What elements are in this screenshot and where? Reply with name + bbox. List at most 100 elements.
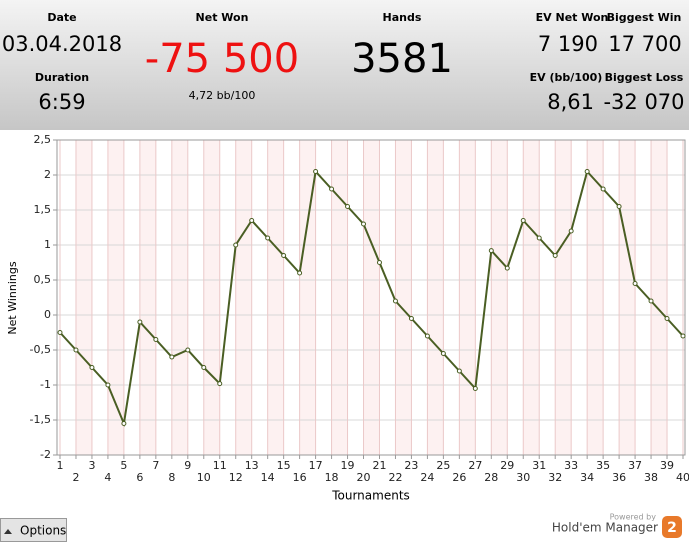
x-tick-label: 24 (420, 471, 434, 484)
point (249, 218, 255, 223)
x-tick-label: 9 (184, 459, 191, 472)
band (587, 140, 604, 455)
point (616, 204, 622, 209)
band (171, 140, 188, 455)
point (233, 242, 239, 248)
point (680, 333, 686, 339)
point (520, 218, 526, 223)
value: -32 070 (603, 90, 684, 114)
x-tick-label: 35 (596, 459, 610, 472)
value: 4,72 bb/100 (189, 89, 256, 102)
x-tick-label: 32 (548, 471, 562, 484)
y-tick-label: 0 (44, 308, 51, 321)
x-tick-label: 10 (197, 471, 211, 484)
point (472, 386, 478, 391)
label: EV Net Won (536, 11, 609, 24)
band (555, 140, 572, 455)
band (459, 140, 476, 455)
x-tick-label: 11 (213, 459, 227, 472)
point (552, 253, 558, 258)
x-tick-label: 5 (120, 459, 127, 472)
value: 17 700 (608, 32, 681, 56)
band (139, 140, 156, 455)
x-tick-label: 26 (452, 471, 466, 484)
x-tick-label: 13 (245, 459, 259, 472)
label: Date (47, 11, 76, 24)
point (376, 260, 382, 265)
x-tick-label: 3 (88, 459, 95, 472)
point (424, 333, 430, 339)
band (427, 140, 444, 455)
x-tick-label: 20 (357, 471, 371, 484)
point (201, 365, 207, 370)
point (488, 248, 494, 254)
options-label[interactable]: Options (20, 524, 66, 538)
band (107, 140, 124, 455)
point (632, 281, 638, 286)
label: Hands (383, 11, 422, 24)
point (153, 337, 159, 342)
label: Net Won (196, 11, 249, 24)
point (456, 368, 462, 374)
point (568, 228, 574, 234)
plot-frame (56, 139, 686, 456)
point (185, 347, 191, 353)
band (523, 140, 540, 455)
x-tick-label: 30 (516, 471, 530, 484)
band (491, 140, 508, 455)
x-tick-label: 14 (261, 471, 275, 484)
brand-version: 2 (667, 520, 677, 536)
point (313, 169, 319, 174)
label: EV (bb/100) (530, 71, 603, 84)
band (267, 140, 284, 455)
y-tick-label: 2,5 (34, 133, 52, 146)
brand: Hold'em Manager (552, 521, 658, 535)
x-tick-label: 36 (612, 471, 626, 484)
x-tick-label: 16 (293, 471, 307, 484)
point (73, 347, 79, 353)
band (619, 140, 636, 455)
point (392, 298, 398, 304)
point (57, 330, 63, 335)
band (363, 140, 380, 455)
value: -75 500 (145, 36, 299, 82)
point (408, 316, 414, 321)
y-tick-label: 1 (44, 238, 51, 251)
x-tick-label: 8 (168, 471, 175, 484)
value: 7 190 (538, 32, 598, 56)
x-tick-label: 18 (325, 471, 339, 484)
point (584, 169, 590, 174)
y-tick-label: 2 (44, 168, 51, 181)
band (235, 140, 252, 455)
value: 3581 (351, 36, 453, 82)
point (89, 365, 95, 370)
point (504, 265, 510, 271)
x-tick-label: 38 (644, 471, 658, 484)
x-tick-label: 33 (564, 459, 578, 472)
band (651, 140, 668, 455)
x-tick-label: 39 (660, 459, 674, 472)
header-bg (0, 0, 689, 130)
point (169, 354, 175, 360)
x-axis-title: Tournaments (331, 489, 410, 503)
x-tick-label: 29 (500, 459, 514, 472)
band (75, 140, 92, 455)
x-tick-label: 7 (152, 459, 159, 472)
x-tick-label: 4 (104, 471, 111, 484)
point (361, 221, 367, 227)
plot: 2,521,510,50-0,5-1-1,5-21234567891011121… (30, 133, 689, 484)
x-tick-label: 23 (404, 459, 418, 472)
x-tick-label: 40 (676, 471, 689, 484)
point (440, 351, 446, 356)
arrow-icon (4, 529, 12, 534)
band (331, 140, 348, 455)
value: 6:59 (38, 90, 85, 114)
band (203, 140, 220, 455)
point (345, 204, 351, 209)
x-tick-label: 2 (72, 471, 79, 484)
y-tick-label: 0,5 (34, 273, 52, 286)
label: Biggest Win (607, 11, 682, 24)
point (217, 381, 223, 387)
